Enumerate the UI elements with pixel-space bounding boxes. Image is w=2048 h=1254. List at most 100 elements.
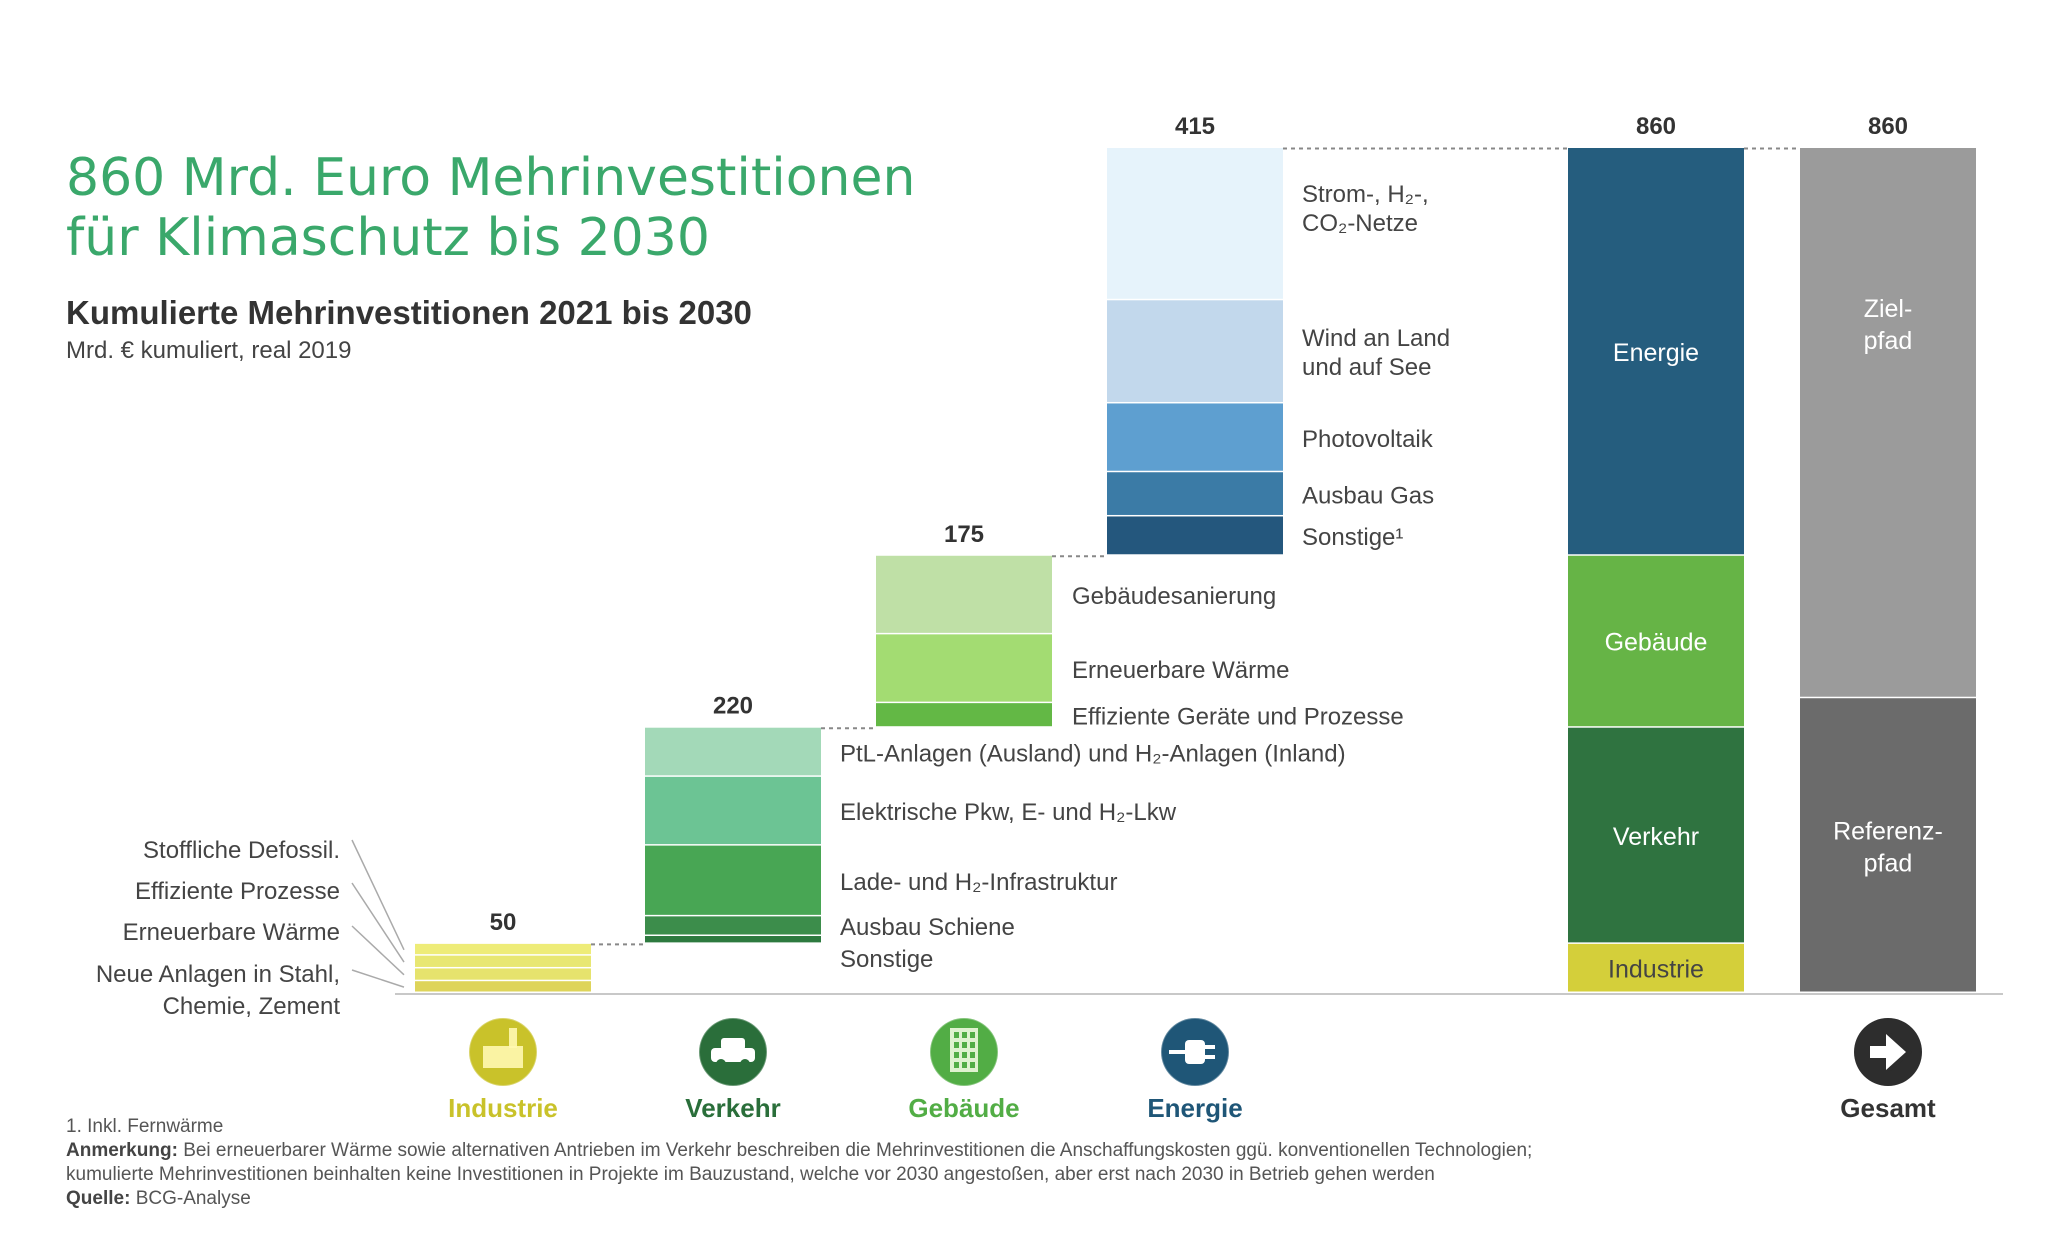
segment-label: Ziel-pfad (1864, 295, 1913, 355)
data-label: 860 (1636, 113, 1676, 140)
bar-segment (1107, 472, 1283, 515)
bar-segment (1800, 148, 1976, 697)
car-wheel (740, 1059, 750, 1069)
icon-ring (698, 1017, 768, 1087)
building-window (962, 1052, 967, 1058)
quelle-text: BCG-Analyse (135, 1188, 251, 1209)
factory-body (483, 1046, 523, 1068)
bar-segment (1800, 698, 1976, 992)
segment-label: Neue Anlagen in Stahl, Chemie, Zement (96, 961, 341, 1020)
building-window (970, 1062, 975, 1068)
building-window (970, 1052, 975, 1058)
bar-segment (876, 555, 1052, 633)
bar-segment (645, 916, 821, 935)
segment-label: Photovoltaik (1302, 426, 1434, 453)
segment-label: Industrie (1608, 955, 1704, 983)
bar-segment (645, 727, 821, 776)
category-label: Verkehr (685, 1093, 780, 1123)
segment-label: Sonstige (840, 946, 933, 973)
footnote-quelle: Quelle: BCG-Analyse (66, 1187, 1946, 1211)
factory-chimney (509, 1028, 517, 1048)
segment-label: Sonstige¹ (1302, 524, 1403, 551)
bar-segment (1107, 148, 1283, 299)
segment-label: Strom-, H₂-, CO₂-Netze (1302, 181, 1429, 237)
bar-segment (1107, 516, 1283, 555)
segment-label: Verkehr (1613, 823, 1699, 851)
building-window (962, 1062, 967, 1068)
building-window (970, 1032, 975, 1038)
chart-unit: Mrd. € kumuliert, real 2019 (66, 337, 352, 364)
building-window (954, 1062, 959, 1068)
footnote-anmerkung: Anmerkung: Bei erneuerbarer Wärme sowie … (66, 1139, 1946, 1163)
data-label: 220 (713, 693, 753, 720)
car-body (711, 1048, 755, 1062)
data-label: 415 (1175, 113, 1215, 140)
bar-segment (1107, 403, 1283, 471)
segment-label: Gebäudesanierung (1072, 583, 1276, 610)
segment-label: Erneuerbare Wärme (123, 919, 340, 946)
building-window (962, 1032, 967, 1038)
page-title: 860 Mrd. Euro Mehrinvestitionen für Klim… (66, 148, 915, 268)
car-wheel (716, 1059, 726, 1069)
segment-label: Referenz-pfad (1833, 818, 1943, 878)
leader-line (351, 969, 405, 988)
building-icon (929, 1017, 999, 1087)
plug-prong (1205, 1055, 1215, 1059)
bar-segment (645, 845, 821, 915)
arrow-shape (1870, 1034, 1906, 1070)
bar-segment (645, 776, 821, 845)
footnote-anmerkung-2: kumulierte Mehrinvestitionen beinhalten … (66, 1164, 1435, 1185)
bar-segment (876, 703, 1052, 727)
icon-ring (929, 1017, 999, 1087)
bar-segment (1568, 148, 1744, 555)
segment-label: Gebäude (1605, 629, 1708, 657)
segment-label: Effiziente Geräte und Prozesse (1072, 703, 1404, 730)
anmerkung-label: Anmerkung: (66, 1140, 178, 1161)
arrow-chevron (1888, 1032, 1913, 1072)
bar-segment (1568, 727, 1744, 943)
bar-segment (415, 955, 591, 967)
bar-segment (415, 943, 591, 955)
data-label: 860 (1868, 113, 1908, 140)
plug-prong (1205, 1045, 1215, 1049)
segment-label: Erneuerbare Wärme (1072, 657, 1289, 684)
building-window (954, 1042, 959, 1048)
title-line-1: 860 Mrd. Euro Mehrinvestitionen (66, 148, 916, 208)
bar-segment (645, 936, 821, 943)
chart-subtitle: Kumulierte Mehrinvestitionen 2021 bis 20… (66, 294, 752, 331)
segment-label: PtL-Anlagen (Ausland) und H₂-Anlagen (In… (840, 740, 1346, 767)
bar-segment (415, 981, 591, 992)
factory-icon (468, 1017, 538, 1087)
bar-segment (876, 634, 1052, 702)
anmerkung-text: Bei erneuerbarer Wärme sowie alternative… (183, 1140, 1533, 1161)
segment-label: Lade- und H₂-Infrastruktur (840, 869, 1117, 896)
building-window (970, 1042, 975, 1048)
leader-line (351, 839, 405, 951)
footnote-1: 1. Inkl. Fernwärme (66, 1116, 224, 1137)
bar-segment (1568, 943, 1744, 992)
building-window (954, 1032, 959, 1038)
segment-label: Elektrische Pkw, E- und H₂-Lkw (840, 799, 1177, 826)
category-label: Industrie (448, 1093, 558, 1123)
icon-ring (468, 1017, 538, 1087)
quelle-label: Quelle: (66, 1188, 131, 1209)
car-icon (698, 1017, 768, 1087)
leader-line (351, 882, 405, 963)
category-label: Gebäude (908, 1093, 1019, 1123)
segment-label: Ausbau Schiene (840, 914, 1015, 941)
building-window (954, 1052, 959, 1058)
segment-label: Wind an Land und auf See (1302, 325, 1450, 381)
plug-icon (1160, 1017, 1230, 1087)
data-label: 50 (490, 909, 517, 936)
segment-label: Effiziente Prozesse (135, 878, 340, 905)
bar-segment (1107, 300, 1283, 402)
segment-label: Energie (1613, 339, 1699, 367)
car-top (721, 1038, 745, 1050)
segment-label: Ausbau Gas (1302, 482, 1434, 509)
category-label: Gesamt (1840, 1093, 1936, 1123)
title-line-2: für Klimaschutz bis 2030 (66, 208, 710, 268)
bar-segment (415, 968, 591, 980)
category-label: Energie (1147, 1093, 1242, 1123)
bar-segment (1568, 555, 1744, 727)
